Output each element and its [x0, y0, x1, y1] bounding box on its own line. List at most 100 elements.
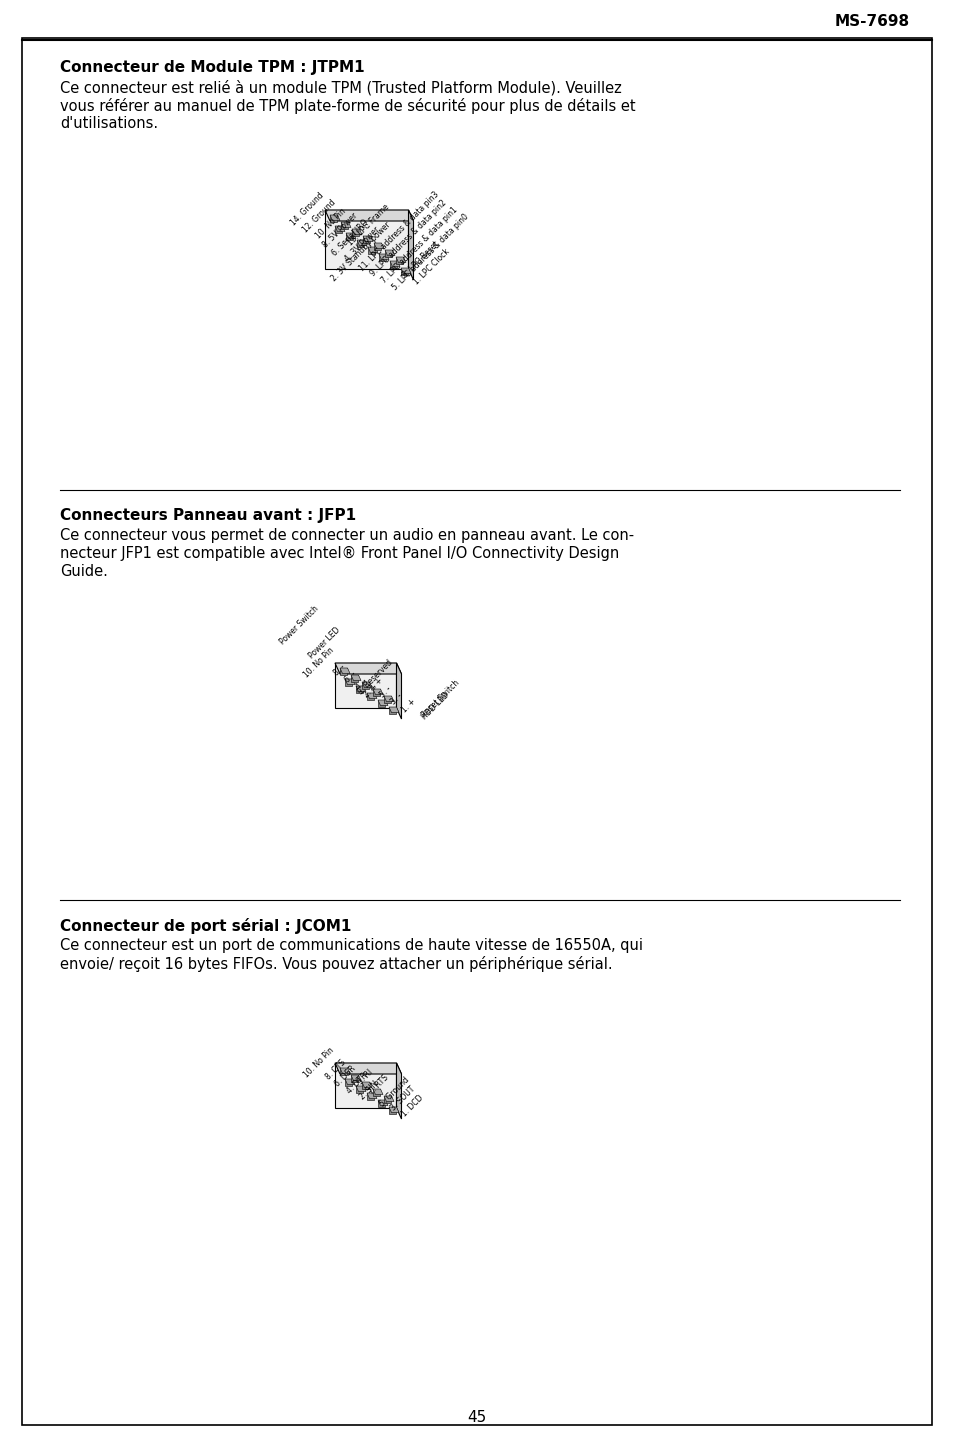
Text: 14. Ground: 14. Ground — [289, 192, 326, 228]
Polygon shape — [351, 675, 358, 683]
Polygon shape — [396, 1063, 401, 1119]
Polygon shape — [367, 693, 376, 698]
Polygon shape — [355, 1086, 366, 1092]
Text: vous référer au manuel de TPM plate-forme de sécurité pour plus de détails et: vous référer au manuel de TPM plate-form… — [60, 97, 635, 114]
Polygon shape — [361, 1082, 369, 1089]
Polygon shape — [335, 1063, 401, 1075]
Polygon shape — [361, 683, 372, 687]
Text: 8. -: 8. - — [332, 663, 347, 677]
Text: Ce connecteur est un port de communications de haute vitesse de 16550A, qui: Ce connecteur est un port de communicati… — [60, 937, 642, 953]
Polygon shape — [373, 1089, 382, 1095]
Polygon shape — [355, 1086, 363, 1093]
Polygon shape — [361, 683, 369, 688]
Text: Ce connecteur vous permet de connecter un audio en panneau avant. Le con-: Ce connecteur vous permet de connecter u… — [60, 528, 634, 542]
Text: Connecteur de Module TPM : JTPM1: Connecteur de Module TPM : JTPM1 — [60, 60, 364, 74]
Polygon shape — [385, 250, 392, 258]
Polygon shape — [384, 695, 391, 703]
Polygon shape — [335, 226, 345, 232]
Text: Power Switch: Power Switch — [277, 604, 319, 645]
Polygon shape — [325, 210, 408, 269]
Polygon shape — [355, 685, 366, 691]
Polygon shape — [373, 688, 380, 695]
Polygon shape — [374, 243, 384, 249]
Text: 12. Ground: 12. Ground — [300, 199, 336, 235]
Text: 9. LPC address & data pin2: 9. LPC address & data pin2 — [368, 199, 448, 279]
Polygon shape — [377, 1100, 388, 1106]
Polygon shape — [367, 1093, 375, 1100]
Polygon shape — [356, 240, 364, 248]
Polygon shape — [346, 233, 355, 239]
Text: 4. DTR: 4. DTR — [344, 1072, 369, 1096]
Polygon shape — [363, 236, 370, 243]
Polygon shape — [352, 229, 361, 235]
Text: 10. No Pin: 10. No Pin — [314, 206, 348, 240]
Polygon shape — [361, 1082, 372, 1088]
Polygon shape — [351, 1075, 360, 1080]
Text: 11. LPC address & data pin3: 11. LPC address & data pin3 — [357, 190, 440, 273]
Polygon shape — [389, 1108, 398, 1112]
Polygon shape — [408, 210, 413, 280]
Text: 3. LPC Reset: 3. LPC Reset — [401, 239, 441, 279]
Text: 8. CTS: 8. CTS — [323, 1058, 347, 1082]
Text: 7. LPC address & data pin1: 7. LPC address & data pin1 — [379, 206, 458, 285]
Polygon shape — [339, 668, 347, 675]
Text: Connecteurs Panneau avant : JFP1: Connecteurs Panneau avant : JFP1 — [60, 508, 355, 522]
Polygon shape — [339, 668, 350, 674]
Polygon shape — [335, 226, 342, 233]
Text: 13. LPC Frame: 13. LPC Frame — [346, 202, 391, 248]
Polygon shape — [352, 229, 359, 236]
Polygon shape — [367, 693, 375, 700]
Text: d'utilisations.: d'utilisations. — [60, 116, 158, 132]
Polygon shape — [395, 258, 403, 263]
Polygon shape — [363, 236, 373, 242]
Text: HDD LED: HDD LED — [420, 690, 451, 721]
Polygon shape — [377, 700, 385, 707]
Polygon shape — [384, 1096, 394, 1102]
Text: 1. DCD: 1. DCD — [400, 1093, 425, 1118]
Polygon shape — [355, 685, 363, 693]
Text: 2. +: 2. + — [362, 681, 379, 700]
Text: 3. -: 3. - — [389, 691, 404, 705]
Text: 6. -: 6. - — [342, 668, 357, 684]
Polygon shape — [325, 210, 413, 220]
Text: 7. RTS: 7. RTS — [367, 1073, 391, 1096]
Polygon shape — [345, 1079, 355, 1085]
Text: Connecteur de port sérial : JCOM1: Connecteur de port sérial : JCOM1 — [60, 919, 351, 934]
Polygon shape — [389, 1108, 396, 1113]
Text: 10. No Pin: 10. No Pin — [302, 1046, 335, 1079]
Polygon shape — [356, 240, 367, 246]
Text: 5. Ground: 5. Ground — [378, 1075, 411, 1108]
Polygon shape — [389, 707, 398, 713]
Polygon shape — [340, 222, 348, 229]
Polygon shape — [378, 253, 389, 259]
Text: 2. SIN: 2. SIN — [357, 1079, 379, 1102]
Polygon shape — [351, 675, 360, 681]
Polygon shape — [384, 695, 394, 701]
Text: 9. RI: 9. RI — [356, 1068, 375, 1086]
Polygon shape — [345, 1079, 352, 1086]
Polygon shape — [346, 233, 354, 240]
Polygon shape — [368, 248, 375, 253]
Polygon shape — [400, 268, 408, 275]
Polygon shape — [374, 243, 381, 250]
Text: 4. -: 4. - — [354, 675, 369, 691]
Text: 6. DSR: 6. DSR — [334, 1065, 357, 1089]
Polygon shape — [335, 663, 401, 674]
Polygon shape — [389, 707, 396, 714]
Text: 6. Serial IRQ: 6. Serial IRQ — [330, 218, 370, 258]
Text: MS-7698: MS-7698 — [834, 14, 909, 30]
Text: 1. +: 1. + — [400, 697, 417, 714]
Polygon shape — [345, 678, 355, 684]
Polygon shape — [377, 700, 388, 705]
Polygon shape — [395, 258, 406, 262]
Text: Ce connecteur est relié à un module TPM (Trusted Platform Module). Veuillez: Ce connecteur est relié à un module TPM … — [60, 80, 621, 96]
Polygon shape — [396, 663, 401, 718]
Polygon shape — [351, 1075, 358, 1082]
Polygon shape — [390, 260, 397, 268]
Text: 9. Reserved: 9. Reserved — [356, 658, 395, 697]
Polygon shape — [335, 663, 396, 708]
Polygon shape — [377, 1100, 385, 1108]
Polygon shape — [335, 1063, 396, 1108]
Polygon shape — [339, 1068, 350, 1073]
Text: 45: 45 — [467, 1411, 486, 1425]
